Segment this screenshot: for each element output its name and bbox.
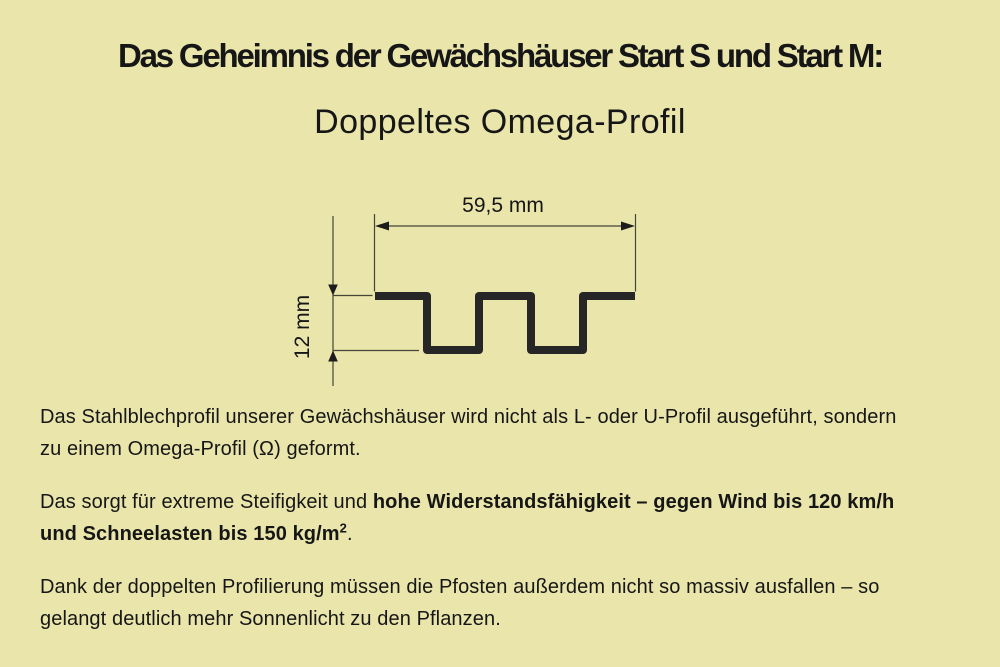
arrow-right-icon (621, 221, 635, 231)
height-dimension-label: 12 mm (291, 295, 314, 359)
page-subtitle: Doppeltes Omega-Profil (314, 103, 686, 141)
text-normal: Das sorgt für extreme Steifigkeit und (40, 491, 373, 513)
text-normal: . (347, 523, 353, 545)
text-bold: hohe Widerstandsfähigkeit – gegen Wind b… (372, 491, 895, 513)
text-line: zu einem Omega-Profil (Ω) geformt. (40, 438, 361, 460)
text-line: Das Stahlblechprofil unserer Gewächshäus… (40, 406, 897, 428)
body-text: Das Stahlblechprofil unserer Gewächshäus… (40, 401, 960, 656)
width-dimension-label: 59,5 mm (462, 194, 544, 217)
superscript-two: 2 (339, 520, 348, 536)
paragraph-profile-shape: Das Stahlblechprofil unserer Gewächshäus… (40, 401, 960, 465)
arrow-up-icon (328, 350, 338, 362)
paragraph-stiffness: Das sorgt für extreme Steifigkeit und ho… (40, 486, 960, 550)
arrow-left-icon (375, 221, 389, 231)
text-line: gelangt deutlich mehr Sonnenlicht zu den… (40, 608, 501, 630)
page-title: Das Geheimnis der Gewächshäuser Start S … (117, 37, 884, 74)
text-line: Dank der doppelten Profilierung müssen d… (40, 576, 880, 598)
text-line: Das sorgt für extreme Steifigkeit und ho… (40, 486, 960, 518)
text-line: und Schneelasten bis 150 kg/m2. (40, 518, 960, 550)
paragraph-sunlight: Dank der doppelten Profilierung müssen d… (40, 571, 960, 635)
arrow-down-icon (328, 284, 338, 296)
omega-profile-outline (375, 292, 635, 354)
text-bold: und Schneelasten bis 150 kg/m (40, 523, 340, 545)
